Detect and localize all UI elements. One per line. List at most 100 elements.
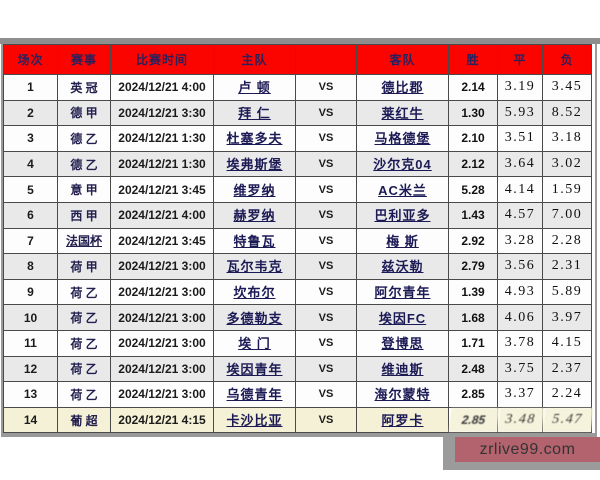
cell-vs: VS [295,176,357,203]
cell-draw-odds: 4.06 [497,304,543,331]
cell-vs: VS [295,329,357,357]
odds-table-container: 场次 赛事 比赛时间 主队 客队 胜 平 负 1 英 冠 2024/12/21 … [1,44,597,438]
home-team-link[interactable]: 乌德青年 [226,387,283,403]
away-team-link[interactable]: 德比郡 [381,80,424,96]
away-team-link[interactable]: 马格德堡 [374,131,431,147]
cell-league: 德 乙 [57,150,111,178]
cell-league: 法国杯 [57,227,111,255]
home-team-link[interactable]: 埃 门 [238,336,271,352]
cell-home-team: 卡沙比亚 [213,406,296,434]
home-team-link[interactable]: 埃弗斯堡 [226,157,283,173]
table-row: 3 德 乙 2024/12/21 1:30 杜塞多夫 VS 马格德堡 2.10 … [3,125,592,152]
column-header-lose-odds: 负 [542,44,592,75]
cell-match-no: 5 [3,176,58,203]
home-team-link[interactable]: 杜塞多夫 [226,131,283,147]
away-team-link[interactable]: 维迪斯 [381,361,424,377]
cell-draw-odds: 3.78 [497,329,543,357]
cell-home-team: 多德勒支 [213,304,296,331]
home-team-link[interactable]: 卢 顿 [238,80,271,96]
away-team-link[interactable]: 阿尔青年 [374,285,431,301]
league-label: 德 甲 [70,106,98,121]
table-row: 5 意 甲 2024/12/21 3:45 维罗纳 VS AC米兰 5.28 4… [3,176,592,203]
cell-match-time: 2024/12/21 3:00 [110,278,214,306]
cell-lose-odds: 2.28 [542,227,592,255]
away-team-link[interactable]: 登博思 [381,336,424,352]
watermark-text: zrlive99.com [479,440,576,458]
cell-away-team: 梅 斯 [356,227,449,255]
league-label: 荷 乙 [70,362,98,377]
match-odds-table: 场次 赛事 比赛时间 主队 客队 胜 平 负 1 英 冠 2024/12/21 … [3,44,593,434]
league-label: 葡 超 [70,413,98,428]
cell-draw-odds: 4.14 [497,176,543,203]
cell-match-time: 2024/12/21 3:45 [110,176,214,203]
cell-win-odds: 1.30 [448,99,498,127]
cell-match-no: 11 [3,329,58,357]
column-header-vs [295,44,357,75]
cell-home-team: 坎布尔 [213,278,296,306]
cell-vs: VS [295,201,357,229]
cell-lose-odds: 2.24 [542,381,592,408]
cell-league: 意 甲 [57,176,111,203]
column-header-draw-odds: 平 [497,44,543,75]
home-team-link[interactable]: 拜 仁 [238,105,271,121]
away-team-link[interactable]: 埃因FC [378,310,427,326]
cell-lose-odds: 3.97 [542,304,592,331]
cell-match-time: 2024/12/21 3:00 [110,253,214,280]
cell-draw-odds: 3.51 [497,125,543,152]
watermark-shadow: zrlive99.com [443,437,600,470]
cell-vs: VS [295,99,357,127]
cell-vs: VS [295,304,357,331]
cell-away-team: 马格德堡 [356,125,449,152]
league-label: 法国杯 [65,234,102,249]
away-team-link[interactable]: 梅 斯 [386,233,419,249]
away-team-link[interactable]: 海尔蒙特 [374,387,431,403]
home-team-link[interactable]: 特鲁瓦 [233,233,276,249]
league-label: 荷 乙 [70,336,98,351]
cell-away-team: 海尔蒙特 [356,381,449,408]
cell-home-team: 杜塞多夫 [213,125,296,152]
away-team-link[interactable]: 兹沃勒 [381,259,424,275]
cell-league: 荷 乙 [57,381,111,408]
away-team-link[interactable]: 莱红牛 [381,105,424,121]
header-row: 场次 赛事 比赛时间 主队 客队 胜 平 负 [3,44,592,75]
cell-away-team: 登博思 [356,329,449,357]
cell-win-odds: 1.71 [448,329,498,357]
home-team-link[interactable]: 多德勒支 [226,310,283,326]
cell-lose-odds: 7.00 [542,201,592,229]
cell-lose-odds: 4.15 [542,329,592,357]
away-team-link[interactable]: 巴利亚多 [374,208,431,224]
cell-away-team: 阿尔青年 [356,278,449,306]
cell-lose-odds: 3.18 [542,125,592,152]
cell-league: 荷 乙 [57,304,111,331]
cell-win-odds: 1.43 [448,201,498,229]
home-team-link[interactable]: 维罗纳 [233,182,276,198]
cell-match-no: 2 [3,99,58,127]
cell-draw-odds: 3.64 [497,150,543,178]
cell-home-team: 特鲁瓦 [213,227,296,255]
away-team-link[interactable]: 沙尔克04 [373,157,432,173]
table-row: 10 荷 乙 2024/12/21 3:00 多德勒支 VS 埃因FC 1.68… [3,304,592,331]
home-team-link[interactable]: 卡沙比亚 [226,413,283,429]
home-team-link[interactable]: 坎布尔 [233,285,276,301]
cell-away-team: 埃因FC [356,304,449,331]
away-team-link[interactable]: AC米兰 [378,182,427,198]
home-team-link[interactable]: 赫罗纳 [233,208,276,224]
league-label: 荷 乙 [70,387,98,402]
cell-league: 荷 乙 [57,355,111,383]
cell-match-time: 2024/12/21 4:15 [110,406,214,434]
cell-vs: VS [295,355,357,383]
cell-match-no: 12 [3,355,58,383]
cell-match-no: 8 [3,253,58,280]
table-row: 9 荷 乙 2024/12/21 3:00 坎布尔 VS 阿尔青年 1.39 4… [3,278,592,306]
cell-win-odds: 2.79 [448,253,498,280]
league-label: 德 乙 [70,131,98,146]
away-team-link[interactable]: 阿罗卡 [381,413,424,429]
cell-win-odds: 2.85 [448,381,498,408]
cell-match-time: 2024/12/21 1:30 [110,150,214,178]
cell-draw-odds: 3.75 [497,355,543,383]
cell-vs: VS [295,406,357,434]
home-team-link[interactable]: 瓦尔韦克 [226,259,283,275]
cell-win-odds: 2.92 [448,227,498,255]
table-row: 7 法国杯 2024/12/21 3:45 特鲁瓦 VS 梅 斯 2.92 3.… [3,227,592,255]
home-team-link[interactable]: 埃因青年 [226,361,283,377]
